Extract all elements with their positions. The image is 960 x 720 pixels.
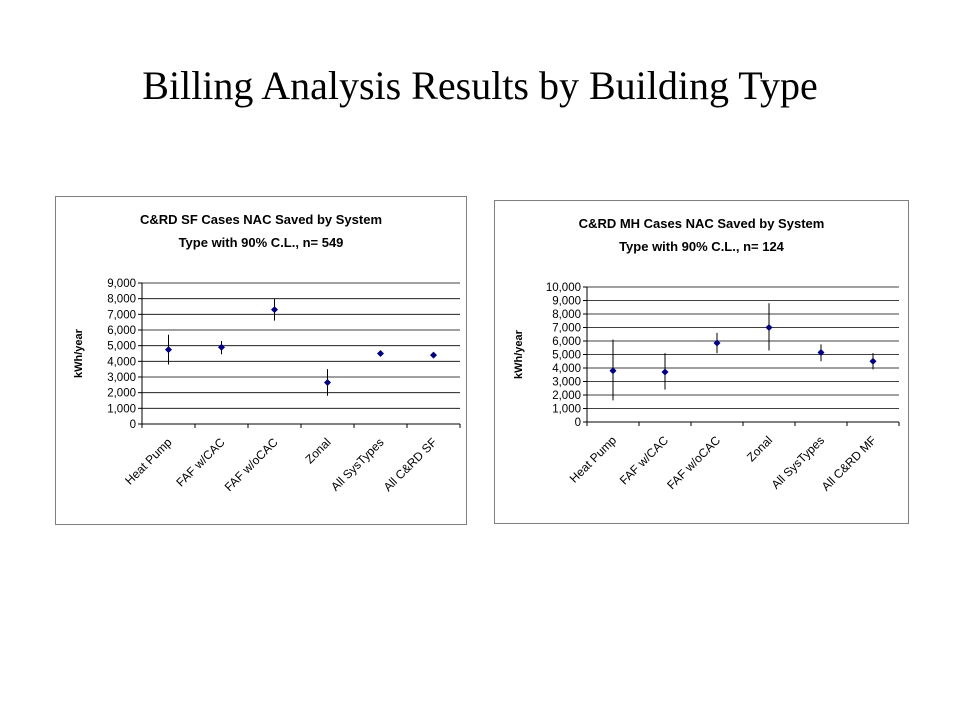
data-point	[817, 348, 825, 356]
x-category-label: FAF w/oCAC	[222, 435, 281, 494]
x-category-label: FAF w/CAC	[173, 435, 227, 489]
x-category-label: Heat Pump	[567, 433, 620, 486]
y-tick-label: 2,000	[107, 388, 136, 400]
data-point	[324, 378, 331, 386]
data-point	[271, 306, 278, 314]
chart-title-line-1: C&RD SF Cases NAC Saved by System	[140, 212, 382, 227]
y-tick-label: 4,000	[107, 356, 136, 368]
y-tick-label: 5,000	[552, 350, 581, 362]
slide-title: Billing Analysis Results by Building Typ…	[142, 63, 818, 108]
y-tick-label: 6,000	[552, 336, 581, 348]
y-tick-label: 6,000	[107, 325, 136, 337]
chart-sf-svg: C&RD SF Cases NAC Saved by System Type wi…	[73, 212, 461, 494]
y-tick-label: 3,000	[552, 377, 581, 389]
y-tick-label: 10,000	[546, 282, 581, 294]
y-tick-label: 1,000	[107, 403, 136, 415]
x-category-label: FAF w/CAC	[617, 433, 671, 487]
y-axis-label: kWh/year	[513, 329, 525, 379]
y-tick-label: 9,000	[107, 278, 136, 290]
data-point	[713, 339, 721, 347]
y-tick-label: 4,000	[552, 363, 581, 375]
data-point	[765, 324, 773, 331]
chart-title-line-1: C&RD MH Cases NAC Saved by System	[579, 216, 825, 231]
chart-title-line-2: Type with 90% C.L., n= 124	[619, 239, 785, 254]
chart-mh-cases: C&RD MH Cases NAC Saved by System Type wi…	[494, 200, 909, 524]
y-tick-label: 8,000	[552, 309, 581, 321]
data-point	[430, 351, 437, 359]
y-tick-label: 8,000	[107, 294, 136, 306]
y-tick-label: 3,000	[107, 372, 136, 384]
y-tick-label: 7,000	[552, 323, 581, 335]
x-category-label: Zonal	[744, 433, 775, 464]
chart-mh-svg: C&RD MH Cases NAC Saved by System Type wi…	[513, 216, 900, 494]
x-category-label: Heat Pump	[122, 435, 175, 488]
data-point	[609, 367, 617, 375]
y-tick-label: 0	[130, 419, 136, 431]
chart-title-line-2: Type with 90% C.L., n= 549	[179, 235, 344, 250]
y-tick-label: 9,000	[552, 296, 581, 308]
data-point	[165, 346, 172, 354]
x-category-label: FAF w/oCAC	[664, 433, 723, 492]
data-point	[869, 357, 877, 365]
x-category-label: All SysTypes	[328, 435, 386, 493]
y-tick-label: 7,000	[107, 309, 136, 321]
data-point	[377, 350, 384, 357]
y-tick-label: 1,000	[552, 404, 581, 416]
x-category-label: All C&RD SF	[381, 435, 440, 494]
data-point	[661, 368, 669, 376]
data-point	[218, 343, 225, 351]
y-tick-label: 5,000	[107, 341, 136, 353]
x-category-label: Zonal	[302, 435, 333, 466]
y-tick-label: 2,000	[552, 390, 581, 402]
chart-sf-cases: C&RD SF Cases NAC Saved by System Type wi…	[55, 196, 467, 525]
x-category-label: All C&RD MF	[819, 433, 879, 493]
y-axis-label: kWh/year	[73, 328, 85, 378]
y-tick-label: 0	[575, 417, 581, 429]
